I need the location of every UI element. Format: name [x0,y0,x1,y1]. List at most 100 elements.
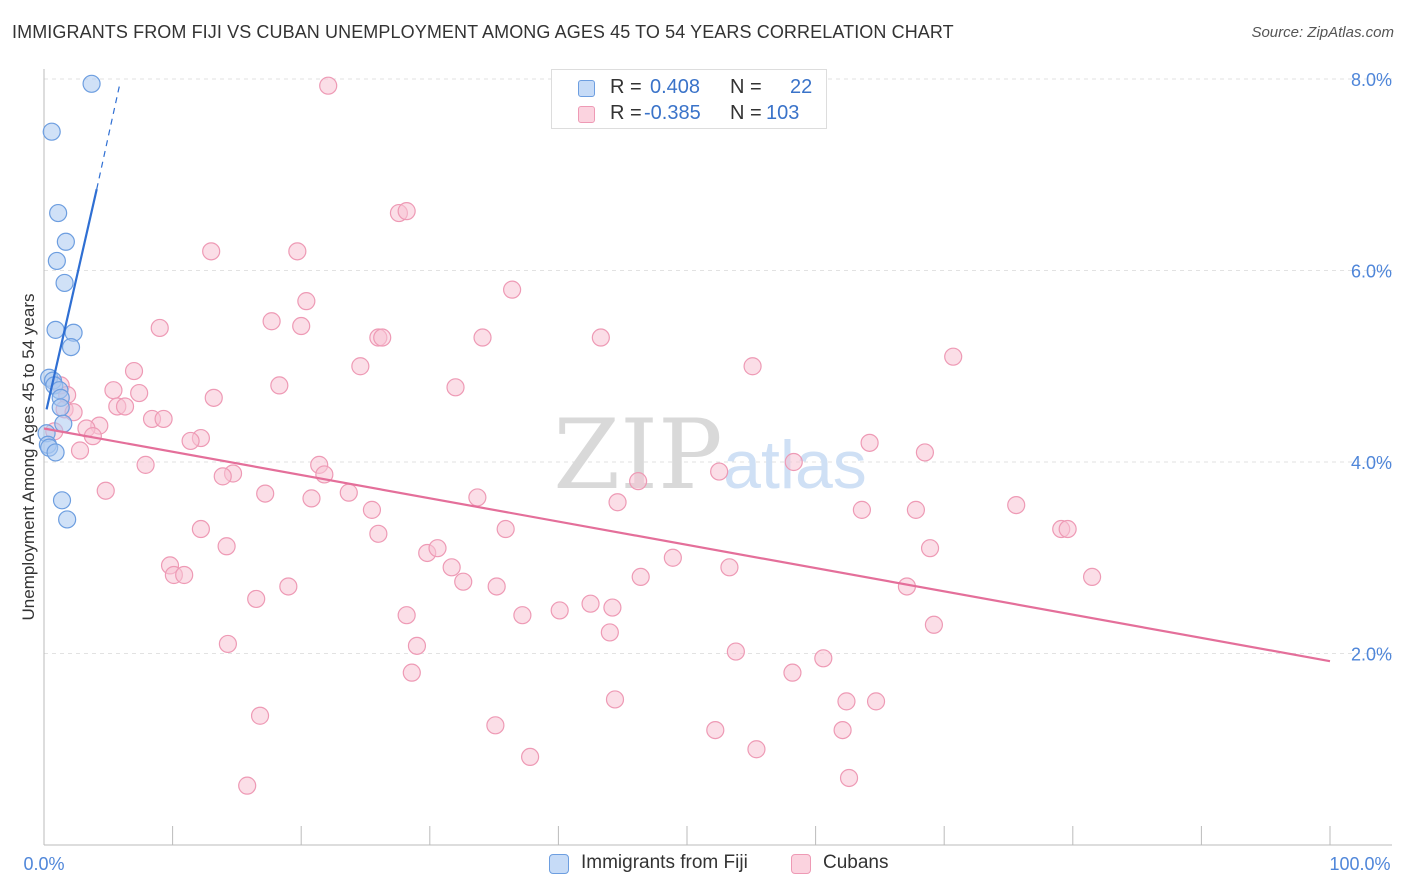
cubans-point-62 [369,524,388,543]
cubans-point-63 [217,537,236,556]
fiji-trend-line [45,188,98,410]
cubans-point-4 [288,242,307,261]
y-axis-title: Unemployment Among Ages 45 to 54 years [19,294,38,621]
cubans-point-70 [720,558,739,577]
cubans-point-58 [191,519,210,539]
y-tick-label-6: 6.0% [1351,262,1392,282]
cubans-point-20 [270,376,289,395]
cubans-point-48 [96,481,115,500]
fiji-n-value: 22 [790,76,813,98]
cubans-point-85 [924,615,944,634]
fiji-trend-extension [96,83,121,190]
x-tick-label-max: 100.0% [1329,854,1390,874]
cubans-point-83 [397,606,416,625]
cubans-point-14 [351,357,370,376]
cubans-point-102 [839,768,859,788]
cubans-point-81 [550,601,569,620]
cubans-point-2 [397,202,416,221]
cubans-point-18 [104,381,123,400]
cubans-point-101 [521,747,540,767]
cubans-point-82 [603,598,622,617]
x-tick-label-min: 0.0% [23,854,64,874]
x-ticks-layer [43,826,1331,845]
cubans-point-94 [837,692,856,711]
cubans-point-8 [262,312,281,331]
cubans-point-38 [915,443,935,462]
fiji-n-label: N = [730,76,762,98]
cubans-point-92 [402,663,421,682]
fiji-point-0 [82,74,101,93]
cubans-point-77 [487,577,506,596]
cubans-point-7 [150,318,169,338]
cubans-point-15 [743,357,762,376]
cubans-point-87 [218,634,237,654]
cubans-point-103 [238,776,257,795]
fiji-point-14 [51,398,70,417]
cubans-point-80 [581,594,600,613]
cubans-point-19 [130,383,149,403]
cubans-point-86 [600,623,619,642]
cubans-point-16 [944,347,963,366]
cubans-point-90 [814,649,833,668]
stats-row-cubans: R = -0.385 N = 103 [552,102,828,128]
fiji-r-value: 0.408 [650,76,701,98]
cubans-point-88 [407,636,427,655]
cubans-point-42 [784,452,803,472]
legend-cubans-swatch [791,854,811,874]
cubans-point-57 [362,500,382,519]
cubans-point-47 [629,472,648,491]
cubans-point-36 [860,433,879,452]
cubans-point-0 [319,76,338,95]
cubans-point-91 [783,663,802,682]
cubans-point-21 [446,378,465,397]
cubans-n-label: N = [730,102,762,124]
cubans-point-53 [608,493,627,512]
cubans-point-35 [181,431,200,451]
cubans-r-value: -0.385 [644,102,701,124]
fiji-point-5 [55,273,74,293]
cubans-point-55 [906,500,926,519]
cubans-point-50 [339,483,358,502]
cubans-point-96 [250,706,270,725]
cubans-point-99 [833,720,852,740]
fiji-point-2 [49,203,68,223]
cubans-point-52 [468,488,487,507]
cubans-point-98 [706,720,725,740]
cubans-point-23 [204,388,223,407]
grid-layer [44,78,1392,654]
cubans-point-69 [442,558,461,577]
legend-cubans-label: Cubans [823,852,889,873]
legend-fiji-swatch [549,854,569,874]
fiji-r-label: R = [610,76,642,98]
cubans-point-73 [454,572,473,591]
cubans-point-9 [292,316,311,336]
y-tick-label-2: 2.0% [1351,645,1392,665]
cubans-trend-line [43,427,1331,663]
cubans-point-29 [154,409,173,429]
fiji-point-8 [61,338,81,357]
cubans-point-5 [503,280,522,299]
y-tick-label-4: 4.0% [1351,453,1392,473]
cubans-point-79 [247,589,266,609]
cubans-point-56 [852,500,871,519]
cubans-point-100 [747,740,766,759]
fiji-point-20 [52,491,72,510]
cubans-point-61 [1058,519,1077,539]
cubans-point-37 [70,441,90,460]
fiji-point-19 [46,443,65,462]
cubans-point-40 [136,455,155,474]
y-tick-label-8: 8.0% [1351,70,1392,90]
cubans-point-13 [124,361,144,381]
cubans-point-74 [631,567,650,587]
cubans-point-89 [726,642,745,661]
cubans-point-84 [513,606,532,625]
fiji-point-3 [56,232,75,251]
cubans-point-51 [302,489,321,508]
stats-box: R = 0.408 N = 22 R = -0.385 N = 103 [551,69,827,129]
cubans-point-67 [663,548,682,567]
fiji-point-4 [47,251,66,271]
fiji-point-6 [46,320,65,339]
cubans-swatch [578,106,595,123]
cubans-point-49 [256,484,275,503]
